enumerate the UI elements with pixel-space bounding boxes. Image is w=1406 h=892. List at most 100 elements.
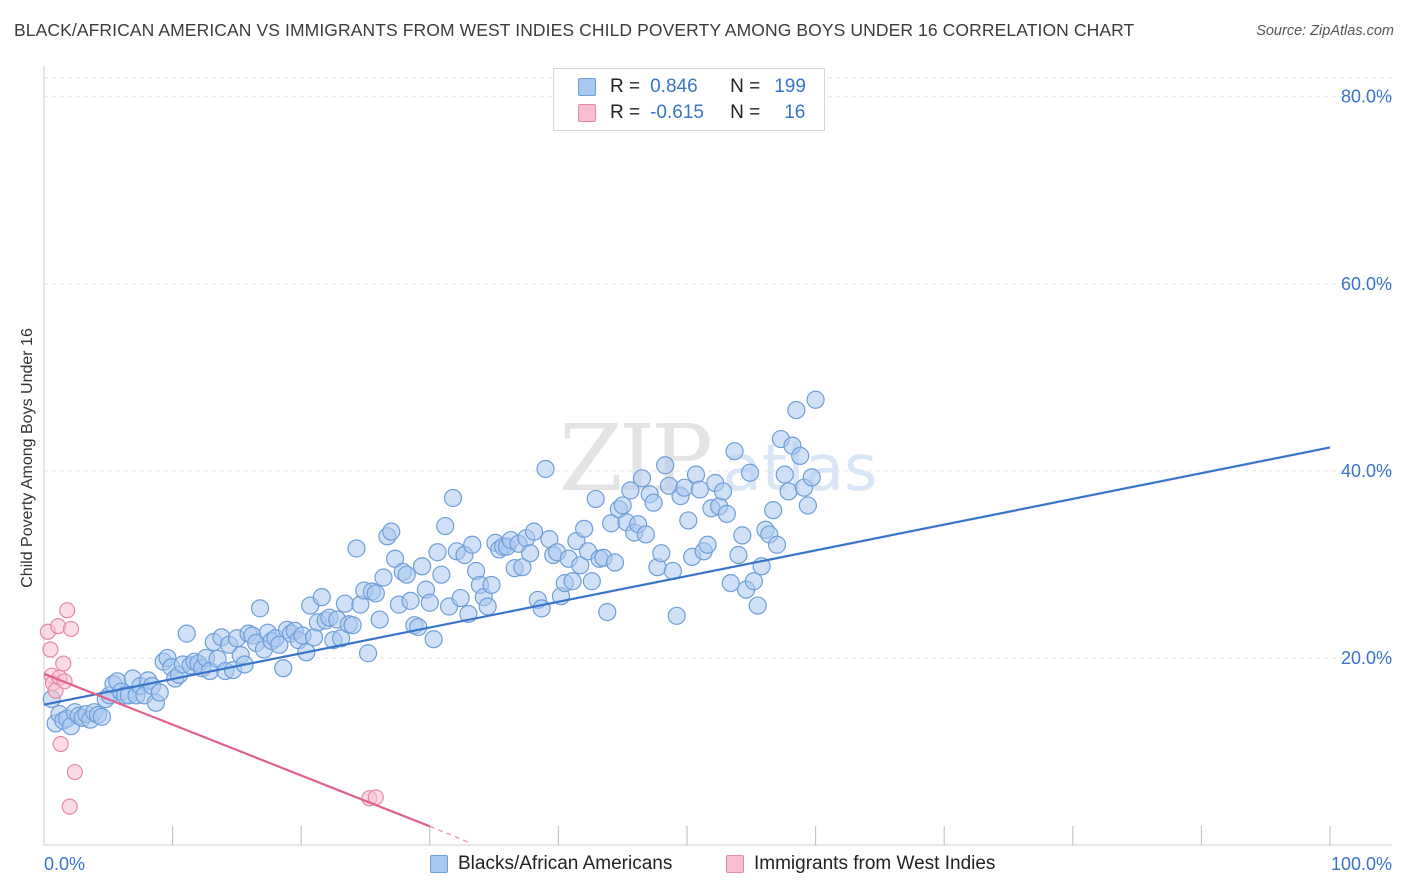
data-point <box>331 629 351 648</box>
data-point <box>575 519 594 538</box>
data-point <box>598 602 617 622</box>
data-point <box>744 572 763 591</box>
data-point <box>412 557 432 576</box>
data-point <box>586 489 605 509</box>
bottom-legend-blacks: Blacks/African Americans <box>430 852 672 876</box>
legend-n-label: N = <box>730 76 761 97</box>
legend-row-blacks: R = 0.846 N = 199 <box>578 76 806 98</box>
data-point <box>748 596 767 615</box>
data-point <box>767 535 787 554</box>
data-point <box>62 620 80 638</box>
data-point <box>335 594 355 613</box>
data-point <box>806 390 825 409</box>
data-point <box>791 446 810 465</box>
data-point <box>370 610 389 629</box>
data-point <box>150 683 169 702</box>
series-blacks <box>42 390 825 736</box>
legend-swatch-west-indies <box>578 104 596 122</box>
legend-n-label: N = <box>730 102 761 123</box>
data-point <box>250 599 270 618</box>
legend-r-label: R = <box>610 102 641 123</box>
x-tick-label: 0.0% <box>44 854 85 874</box>
series-west-indies <box>39 602 384 815</box>
data-point <box>436 516 455 536</box>
source-credit: Source: ZipAtlas.com <box>1256 23 1394 39</box>
data-point <box>478 597 497 616</box>
data-point <box>270 635 289 654</box>
data-point <box>61 798 78 815</box>
x-tick-label: 100.0% <box>1331 854 1392 874</box>
data-point <box>304 628 324 647</box>
data-point <box>613 496 632 515</box>
data-point <box>347 539 366 558</box>
data-point <box>725 442 744 461</box>
data-point <box>274 659 293 678</box>
data-point <box>717 504 736 523</box>
data-point <box>636 525 655 544</box>
bottom-legend-west-indies: Immigrants from West Indies <box>726 852 995 876</box>
data-point <box>632 469 652 488</box>
bottom-legend-label-west-indies: Immigrants from West Indies <box>754 853 996 874</box>
axes <box>43 66 1392 846</box>
trend-line-west-indies <box>43 672 431 828</box>
data-point <box>652 544 671 563</box>
data-points <box>39 390 825 815</box>
data-point <box>424 630 443 649</box>
data-point <box>733 526 752 545</box>
data-point <box>779 482 798 501</box>
bottom-legend-label-blacks: Blacks/African Americans <box>458 853 673 874</box>
data-point <box>798 496 817 515</box>
data-point <box>524 522 544 541</box>
data-point <box>358 644 378 663</box>
data-point <box>366 584 385 603</box>
legend-row-west-indies: R = -0.615 N = 16 <box>578 102 805 124</box>
trend-lines <box>43 446 1331 843</box>
data-point <box>563 572 582 591</box>
bottom-legend-swatch-blacks <box>430 855 448 873</box>
trend-line-blacks <box>43 446 1331 706</box>
legend-r-label: R = <box>610 76 641 97</box>
data-point <box>420 593 439 612</box>
y-tick-label: 60.0% <box>1341 274 1392 294</box>
data-point <box>536 459 555 479</box>
data-point <box>66 763 83 781</box>
data-point <box>409 617 428 637</box>
data-point <box>690 480 709 499</box>
data-point <box>312 588 331 607</box>
chart-title: BLACK/AFRICAN AMERICAN VS IMMIGRANTS FRO… <box>14 20 1135 40</box>
tick-labels: 20.0% 40.0% 60.0% 80.0% 0.0% 100.0% <box>44 87 1392 874</box>
data-point <box>451 588 470 608</box>
data-point <box>521 544 540 563</box>
y-tick-label: 20.0% <box>1341 648 1392 668</box>
data-point <box>463 535 482 554</box>
y-tick-label: 40.0% <box>1341 461 1392 481</box>
data-point <box>513 558 532 577</box>
data-point <box>443 488 463 508</box>
legend-n-value: 199 <box>774 76 806 97</box>
data-point <box>764 501 783 520</box>
data-point <box>571 556 590 575</box>
data-point <box>679 511 698 530</box>
data-point <box>382 522 401 541</box>
data-point <box>656 456 675 475</box>
data-point <box>802 468 821 487</box>
legend-n-value: 16 <box>784 102 806 123</box>
data-point <box>42 641 59 658</box>
data-point <box>667 606 686 625</box>
data-point <box>343 616 362 635</box>
data-point <box>787 400 806 420</box>
data-point <box>177 624 196 643</box>
data-point <box>55 655 72 672</box>
data-point <box>775 465 794 484</box>
data-point <box>374 568 393 587</box>
data-point <box>482 575 501 595</box>
bottom-legend-swatch-west-indies <box>726 855 744 873</box>
trend-line-extension <box>429 825 469 843</box>
data-point <box>52 735 69 753</box>
data-point <box>686 465 706 484</box>
data-point <box>92 707 111 726</box>
data-point <box>713 482 733 501</box>
data-point <box>644 493 663 512</box>
legend-r-value: 0.846 <box>650 76 698 97</box>
